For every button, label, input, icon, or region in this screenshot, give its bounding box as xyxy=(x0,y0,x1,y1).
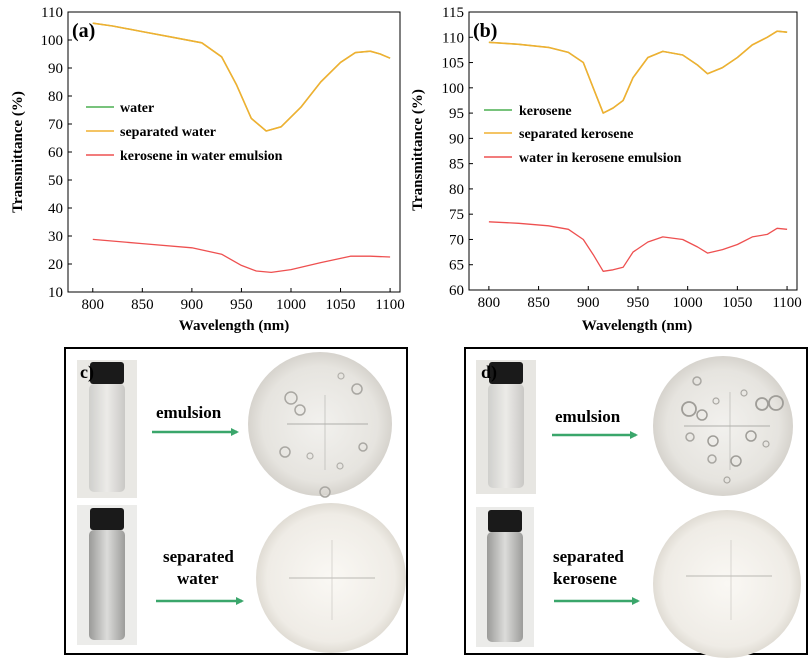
chart-b-legend: kerosene separated kerosene water in ker… xyxy=(484,104,682,166)
photo-d-bottom-caption-line2: kerosene xyxy=(553,569,617,588)
legend-label-emulsion-b: water in kerosene emulsion xyxy=(519,151,682,166)
chartA-ytick-label: 100 xyxy=(41,33,64,49)
micrograph-separated-kerosene xyxy=(653,510,801,658)
chartA-xtick-label: 800 xyxy=(82,297,105,313)
chartB-ytick-label: 65 xyxy=(449,258,464,274)
chart-a-panel-label: (a) xyxy=(72,20,95,42)
chartA-xtick-label: 900 xyxy=(181,297,204,313)
chartA-ytick-label: 10 xyxy=(48,285,63,301)
legend-label-water: water xyxy=(120,101,154,116)
micrograph-emulsion-d xyxy=(653,356,793,496)
vial-separated-kerosene xyxy=(476,507,534,647)
chart-b-ylabel: Transmittance (%) xyxy=(410,89,426,211)
chart-b-panel-label: (b) xyxy=(473,20,497,42)
photo-d-bottom-caption-line1: separated xyxy=(553,547,624,566)
chart-a-x-ticks: 800 850 900 950 1000 1050 1100 xyxy=(82,288,405,313)
photo-c-label: c) xyxy=(80,362,94,383)
chartB-series-line-2 xyxy=(488,221,788,272)
chartA-xtick-label: 1000 xyxy=(276,297,306,313)
photo-d-top-caption: emulsion xyxy=(555,407,621,426)
vial-separated-water xyxy=(77,505,137,645)
chart-b-x-ticks: 800 850 900 950 1000 1050 1100 xyxy=(478,286,802,311)
chartA-xtick-label: 1050 xyxy=(326,297,356,313)
chartB-ytick-label: 60 xyxy=(449,283,464,299)
photo-panel-c: c) emulsion separated water xyxy=(64,347,408,655)
chartA-xtick-label: 1100 xyxy=(375,297,404,313)
chartA-series-line-2 xyxy=(92,238,391,274)
chartB-xtick-label: 950 xyxy=(627,295,650,311)
chart-a-ylabel: Transmittance (%) xyxy=(10,91,26,213)
chartA-ytick-label: 50 xyxy=(48,173,63,189)
chart-b-series xyxy=(488,30,788,272)
chartA-ytick-label: 70 xyxy=(48,117,63,133)
chartB-series-line-1 xyxy=(488,30,788,114)
chartB-xtick-label: 1000 xyxy=(673,295,703,311)
chartA-ytick-label: 110 xyxy=(41,5,63,21)
vial-emulsion-c xyxy=(77,360,137,498)
chartA-ytick-label: 60 xyxy=(48,145,63,161)
micrograph-separated-water xyxy=(256,503,406,653)
chart-b-xlabel: Wavelength (nm) xyxy=(582,318,692,334)
chartA-series-line-1 xyxy=(92,22,391,132)
chart-a-xlabel: Wavelength (nm) xyxy=(179,318,289,334)
chartA-xtick-label: 950 xyxy=(230,297,253,313)
chartB-xtick-label: 850 xyxy=(527,295,550,311)
chartB-ytick-label: 70 xyxy=(449,232,464,248)
chartB-ytick-label: 90 xyxy=(449,131,464,147)
chartA-ytick-label: 40 xyxy=(48,201,63,217)
chartA-ytick-label: 30 xyxy=(48,229,63,245)
legend-label-separated-kerosene: separated kerosene xyxy=(519,127,633,142)
chart-a: 10 20 30 40 50 60 70 80 90 100 110 800 850 900 950 100… xyxy=(10,5,405,334)
chartB-ytick-label: 80 xyxy=(449,182,464,198)
chart-b-y-ticks: 60 65 70 75 80 85 90 95 100 105 110 115 xyxy=(442,5,473,299)
chartB-ytick-label: 105 xyxy=(442,56,465,72)
chartB-ytick-label: 95 xyxy=(449,106,464,122)
chartB-xtick-label: 1050 xyxy=(722,295,752,311)
legend-label-separated-water: separated water xyxy=(120,125,216,140)
photo-c-top-caption: emulsion xyxy=(156,403,222,422)
chart-a-legend: water separated water kerosene in water … xyxy=(86,101,283,164)
chartB-ytick-label: 75 xyxy=(449,207,464,223)
chartA-ytick-label: 20 xyxy=(48,257,63,273)
chartB-xtick-label: 800 xyxy=(478,295,501,311)
legend-label-kerosene: kerosene xyxy=(519,104,572,119)
chartB-ytick-label: 100 xyxy=(442,81,465,97)
chartB-ytick-label: 115 xyxy=(442,5,464,21)
chartB-ytick-label: 110 xyxy=(442,30,464,46)
legend-label-emulsion: kerosene in water emulsion xyxy=(120,149,283,164)
chartA-xtick-label: 850 xyxy=(131,297,154,313)
chart-b: 60 65 70 75 80 85 90 95 100 105 110 115 800 850 900 95… xyxy=(410,5,802,334)
chartB-ytick-label: 85 xyxy=(449,157,464,173)
photo-panel-d: d) emulsion separated k xyxy=(464,347,808,658)
chart-a-y-ticks: 10 20 30 40 50 60 70 80 90 100 110 xyxy=(41,5,72,301)
photo-c-bottom-caption-line2: water xyxy=(177,569,219,588)
chartB-xtick-label: 900 xyxy=(577,295,600,311)
photo-c-bottom-caption-line1: separated xyxy=(163,547,234,566)
chartA-ytick-label: 90 xyxy=(48,61,63,77)
chart-a-series xyxy=(92,22,391,274)
photo-d-label: d) xyxy=(481,362,497,383)
chartA-ytick-label: 80 xyxy=(48,89,63,105)
chartB-xtick-label: 1100 xyxy=(772,295,801,311)
chart-b-plot-frame xyxy=(468,11,798,291)
vial-emulsion-d xyxy=(476,360,536,494)
micrograph-emulsion-c xyxy=(248,352,392,498)
